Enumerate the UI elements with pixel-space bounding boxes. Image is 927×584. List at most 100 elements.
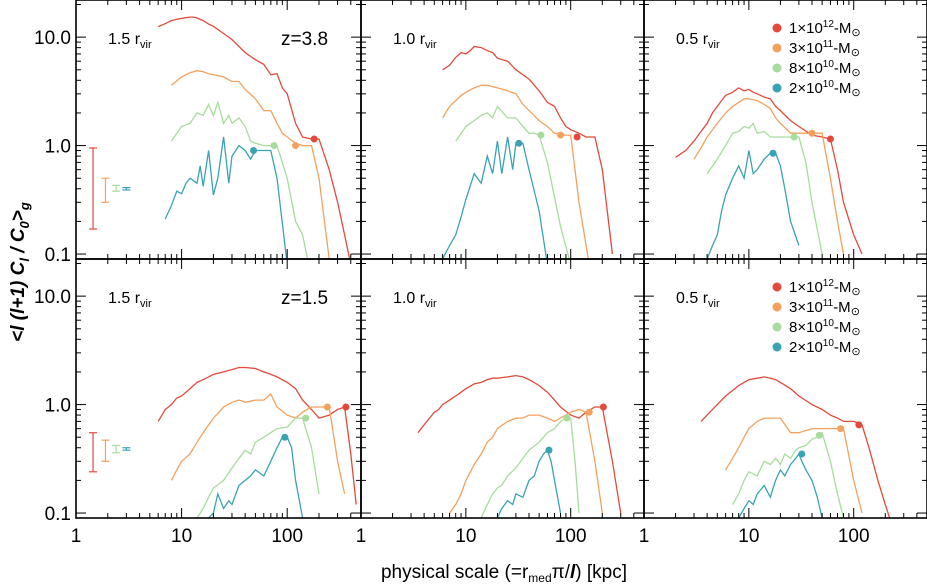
series-line [442,84,589,259]
radius-label-sub: vir [708,39,720,51]
axis-ticks [643,259,927,519]
y-tick-label: 10.0 [34,28,71,49]
plot-area [700,376,891,518]
panel: 0.1 1.0 10.0 1.5 rvir z=3.8 [34,0,362,266]
x-tick-label: 1 [356,526,367,547]
legend-exponent: 10 [823,318,835,329]
series-marker [599,403,607,411]
legend-label: 8×1010-M⊙ [789,59,861,79]
radius-label-main: 0.5 r [676,31,709,48]
radius-label-sub: vir [140,298,152,310]
series-marker [573,133,581,141]
radius-label: 1.0 rvir [393,31,437,51]
legend-mantissa: 8×10 [789,319,823,336]
y-axis-label: <l (l+1) Cl / C0>g [8,202,32,342]
series-marker [270,142,278,150]
panel-frame [643,258,927,519]
series-marker [585,408,593,416]
series-line [455,105,570,259]
legend-mantissa: 1×10 [789,279,823,296]
y-axis-label-part: <l (l+1) C [8,261,29,342]
legend-marker [772,83,782,93]
legend: 1×1012-M⊙3×1011-M⊙8×1010-M⊙2×1010-M⊙ [772,19,861,99]
series-marker [302,414,310,422]
legend-exponent: 12 [823,19,835,30]
series-line [496,449,562,518]
series-marker [808,129,816,137]
series-line [164,136,288,259]
series-marker [563,414,571,422]
axis-ticks [643,0,927,260]
legend-mantissa: 1×10 [789,20,823,37]
legend-marker [772,342,782,352]
y-axis-label-sub: l [17,258,32,262]
legend-unit: -M [834,60,852,77]
series-marker [537,131,545,139]
series-line [442,45,614,255]
panel: 1.0 rvir [360,0,645,260]
legend-sun: ⊙ [851,286,860,298]
legend-unit: -M [834,339,852,356]
x-axis-label-part: physical scale (=r [381,562,529,583]
legend-sun: ⊙ [851,346,860,358]
x-axis-label: physical scale (=rmedπ/l) [kpc] [381,562,627,584]
plot-area [89,366,357,518]
series-line [417,374,622,514]
legend-mantissa: 3×10 [789,299,823,316]
series-marker [310,135,318,143]
legend-label: 8×1010-M⊙ [789,318,861,338]
series-marker [281,433,289,441]
legend-unit: -M [834,279,852,296]
x-axis-label-part: ) [kpc] [575,562,627,583]
radius-label-main: 1.5 r [108,290,141,307]
y-tick-label: 10.0 [34,287,71,308]
redshift-label: z=3.8 [281,29,328,50]
legend-sun: ⊙ [851,67,860,79]
legend-unit: -M [833,299,851,316]
x-axis-label-sub: med [528,571,551,584]
panel: 1 10 100 1.0 rvir [356,258,645,547]
series-marker [815,431,823,439]
series-line [706,150,800,259]
series-line [693,98,845,255]
x-tick-label: 100 [555,526,587,547]
legend-exponent: 12 [823,278,835,289]
radius-label: 1.5 rvir [108,290,152,310]
radius-label-sub: vir [425,39,437,51]
series-marker [515,139,523,147]
series-marker [826,135,834,143]
series-line [480,417,580,518]
series-line [706,122,823,255]
series-marker [250,147,258,155]
series-marker [342,403,350,411]
series-line [170,100,309,259]
y-tick-label: 0.1 [45,245,71,266]
legend-exponent: 10 [823,59,835,70]
x-tick-label: 1 [639,526,650,547]
panel: 0.1 1.0 10.0 1 10 100 1.5 rvir z=1.5 [34,258,362,547]
x-axis-label-part: π/ [552,562,571,583]
radius-label: 1.0 rvir [393,290,437,310]
legend-sun: ⊙ [851,27,860,39]
y-axis-label-part: > [8,210,29,221]
legend-label: 2×1010-M⊙ [789,338,861,358]
y-axis-label-part: / C [8,228,29,258]
radius-label: 0.5 rvir [676,290,720,310]
legend-mantissa: 8×10 [789,60,823,77]
x-tick-label: 10 [738,526,759,547]
series-marker [837,425,845,433]
legend-label: 2×1010-M⊙ [789,79,861,99]
legend-sun: ⊙ [851,87,860,99]
series-line [449,408,603,514]
legend-unit: -M [834,20,852,37]
panel: 0.5 rvir1×1012-M⊙3×1011-M⊙8×1010-M⊙2×101… [643,0,927,260]
legend-label: 1×1012-M⊙ [789,278,861,298]
series-line [700,376,891,518]
redshift-label: z=1.5 [281,288,328,309]
x-tick-label: 10 [171,526,192,547]
series-marker [292,142,300,150]
series-line [157,366,357,505]
x-axis-label-ell: l [570,562,576,583]
plot-area [89,16,351,259]
